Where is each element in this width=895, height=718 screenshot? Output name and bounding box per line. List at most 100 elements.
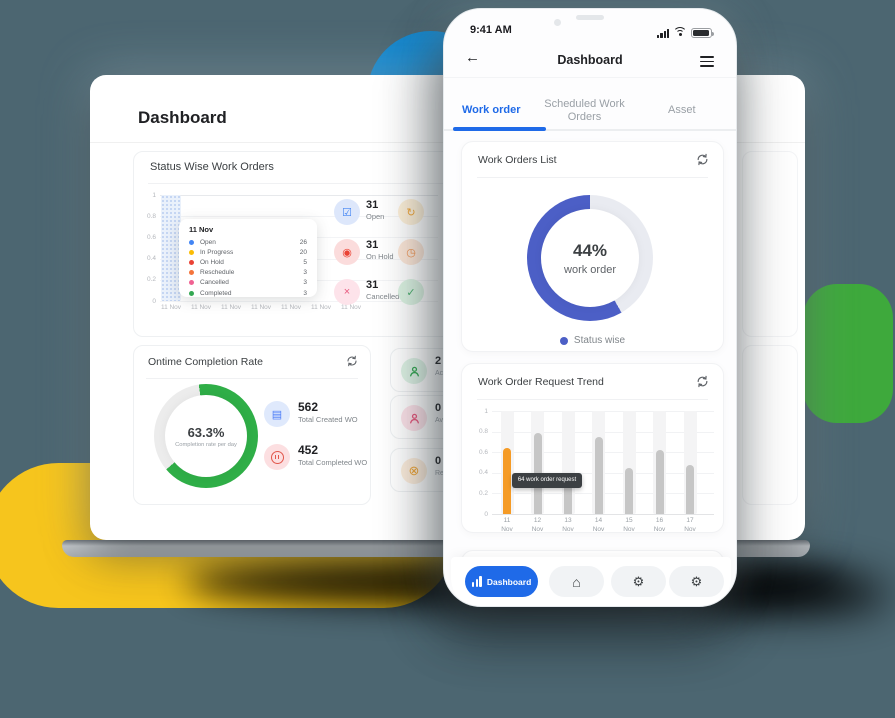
completed-wo-label: Total Completed WO <box>298 458 368 467</box>
desktop-page-title: Dashboard <box>138 108 227 127</box>
status-y-tick: 0.2 <box>146 276 156 284</box>
tooltip-status-dot <box>189 259 194 265</box>
refresh-icon[interactable] <box>696 153 709 166</box>
open-count: 31 <box>366 199 379 211</box>
tooltip-status-label: Completed <box>200 289 232 297</box>
status-y-tick: 1 <box>152 191 156 199</box>
tooltip-row: Completed 3 <box>189 288 307 298</box>
trend-bar <box>594 436 603 514</box>
requested-count: 0 <box>435 455 442 467</box>
on-hold-label: On Hold <box>366 252 394 261</box>
tooltip-row: Cancelled 3 <box>189 278 307 288</box>
open-chip-icon: ☑ <box>334 199 360 225</box>
status-x-label: 11 Nov <box>250 304 272 311</box>
trend-x-label: 14 Nov <box>592 517 605 533</box>
tab-work-order[interactable]: Work order <box>462 104 521 116</box>
partial-card <box>742 345 798 505</box>
tooltip-row: Reschedule 3 <box>189 268 307 278</box>
cancelled-count: 31 <box>366 279 379 291</box>
status-y-tick: 0 <box>152 297 156 305</box>
trend-card-title: Work Order Request Trend <box>478 376 604 388</box>
status-gridline <box>160 301 438 302</box>
cellular-signal-icon <box>657 28 669 38</box>
tooltip-status-value: 3 <box>303 269 307 277</box>
card-divider <box>477 399 708 400</box>
work-order-trend-card: Work Order Request Trend 1 0.8 0.6 0.4 0.2 0 1… <box>461 363 724 533</box>
status-gridline <box>160 216 438 218</box>
active-count: 2 <box>435 355 442 367</box>
tooltip-row: Open 26 <box>189 237 307 247</box>
trend-y-tick: 0.8 <box>478 428 488 436</box>
camera-icon <box>554 19 561 26</box>
tooltip-status-value: 3 <box>303 289 307 297</box>
available-count: 0 <box>435 402 442 414</box>
refresh-icon[interactable] <box>346 355 358 367</box>
tab-asset[interactable]: Asset <box>668 104 696 116</box>
trend-y-tick: 0 <box>484 510 488 518</box>
status-x-label: 11 Nov <box>340 304 362 311</box>
refresh-icon[interactable] <box>696 375 709 388</box>
nav-preferences-button[interactable]: ⚙ <box>669 566 724 597</box>
on-hold-stat: 31 On Hold <box>366 239 394 261</box>
tooltip-status-label: Cancelled <box>200 279 229 287</box>
trend-bar <box>655 450 664 514</box>
status-bar-time: 9:41 AM <box>470 24 512 36</box>
trend-y-tick: 0.4 <box>478 469 488 477</box>
trend-y-tick: 1 <box>484 407 488 415</box>
person-icon <box>401 405 427 431</box>
completed-wo-count: 452 <box>298 443 319 457</box>
status-x-label: 11 Nov <box>220 304 242 311</box>
phone-mockup: 9:41 AM ← Dashboard Work order Scheduled… <box>443 8 737 607</box>
card-divider <box>477 177 708 178</box>
work-order-label: work order <box>564 263 616 276</box>
tooltip-status-value: 5 <box>303 258 307 266</box>
trend-gridline <box>492 514 714 515</box>
status-x-label: 11 Nov <box>280 304 302 311</box>
completion-rate-value: 63.3% <box>187 424 225 440</box>
active-tab-underline <box>453 127 546 131</box>
hamburger-menu-icon[interactable] <box>700 56 714 68</box>
nav-dashboard-button[interactable]: Dashboard <box>465 566 538 597</box>
tooltip-row: On Hold 5 <box>189 257 307 267</box>
status-x-label: 11 Nov <box>160 304 182 311</box>
cancelled-chip-icon: × <box>334 279 360 305</box>
tooltip-status-label: In Progress <box>200 248 234 256</box>
person-icon <box>401 358 427 384</box>
tooltip-status-dot <box>189 249 194 255</box>
completed-wo-stat: 452 Total Completed WO <box>298 443 367 467</box>
status-y-tick: 0.8 <box>146 212 156 220</box>
status-gridline <box>160 195 438 196</box>
available-label: Avail <box>435 417 450 424</box>
trend-chart: 1 0.8 0.6 0.4 0.2 0 11 Nov 12 Nov 13 Nov 14 Nov 15 Nov 1… <box>462 364 723 533</box>
trend-x-label: 16 Nov <box>653 517 666 533</box>
tooltip-status-dot <box>189 239 194 245</box>
partial-card <box>742 151 798 337</box>
header-divider <box>444 77 736 78</box>
work-order-donut: 44% work order <box>527 195 653 321</box>
nav-settings-button[interactable]: ⚙ <box>611 566 666 597</box>
tooltip-row: In Progress 20 <box>189 247 307 257</box>
work-orders-list-card: Work Orders List 44% work order Status w… <box>461 141 724 352</box>
back-arrow-icon[interactable]: ← <box>465 49 480 66</box>
created-wo-label: Total Created WO <box>298 415 358 424</box>
wo-card-title: Work Orders List <box>478 154 557 166</box>
gear-icon: ⚙ <box>690 574 703 589</box>
nav-dashboard-label: Dashboard <box>486 576 532 587</box>
gear-icon: ⚙ <box>632 574 645 589</box>
bottom-navigation: Dashboard ⌂ ⚙ ⚙ <box>451 557 731 606</box>
cancelled-stat: 31 Cancelled <box>366 279 399 301</box>
created-wo-count: 562 <box>298 400 319 414</box>
tooltip-date: 11 Nov <box>189 225 214 234</box>
tooltip-status-label: Reschedule <box>200 269 235 277</box>
trend-bar <box>564 477 572 514</box>
completed-chip-icon: ✓ <box>398 279 424 305</box>
nav-home-button[interactable]: ⌂ <box>549 566 604 597</box>
tab-scheduled-work-orders[interactable]: Scheduled Work Orders <box>544 98 625 123</box>
on-hold-count: 31 <box>366 239 379 251</box>
trend-bar <box>625 467 633 514</box>
open-stat: 31 Open <box>366 199 384 221</box>
trend-bar <box>686 464 694 514</box>
status-bar-icons <box>657 27 714 38</box>
legend-label: Status wise <box>573 335 626 346</box>
